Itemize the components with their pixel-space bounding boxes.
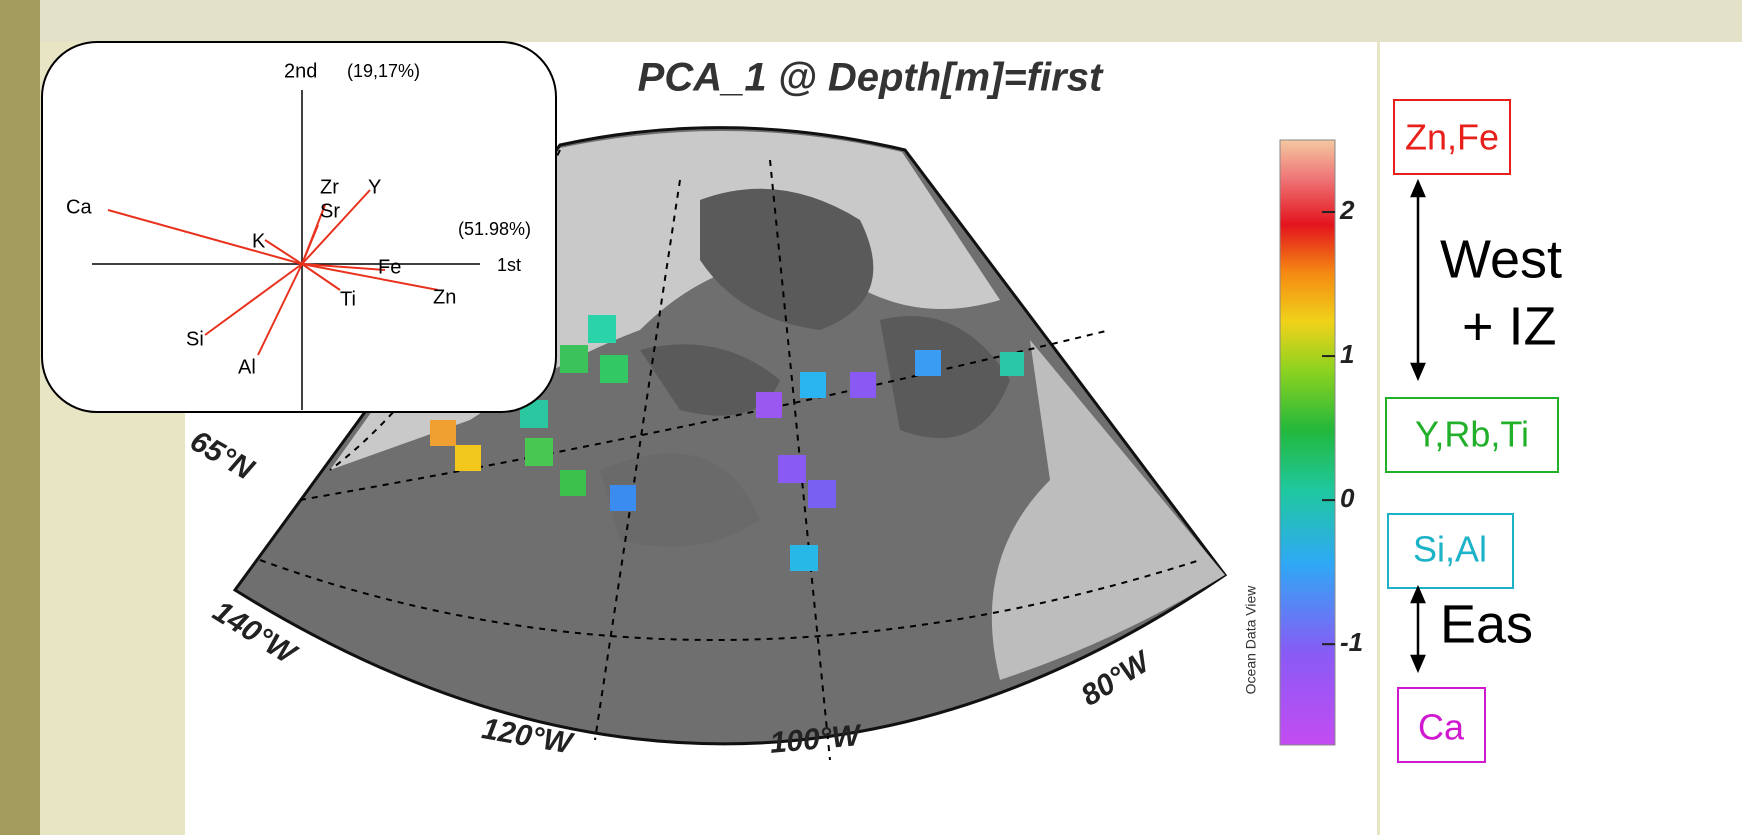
colorbar-tick-label: 1 [1340,339,1354,369]
sample [756,392,782,418]
colorbar-tick-label: 2 [1339,195,1355,225]
group-label: Ca [1418,707,1465,748]
group-label: Zn,Fe [1405,117,1499,158]
sample [915,350,941,376]
sample [560,470,586,496]
slide: PCA_1 @ Depth[m]=first 65°N 140°W 120°W … [0,0,1742,835]
loading-label: Zn [433,286,456,308]
axis-percent: (19,17%) [347,61,420,81]
east-label: Eas [1440,594,1533,654]
map-title: PCA_1 @ Depth[m]=first [638,56,1104,100]
group-label: Si,Al [1413,529,1487,570]
group-label: Y,Rb,Ti [1415,414,1529,455]
axis-percent: (51.98%) [458,219,531,239]
sample [430,420,456,446]
loading-label: Y [368,176,381,198]
side-strip [0,0,40,835]
sample [850,372,876,398]
loading-label: Zr [320,176,339,198]
west-sub: + IZ [1462,296,1557,356]
loading-label: Al [238,356,256,378]
loading-label: Sr [320,200,340,222]
sample [560,345,588,373]
axis-label: 1st [497,255,521,275]
west-label: West [1440,229,1562,289]
colorbar-gradient [1280,140,1335,745]
sample [600,355,628,383]
colorbar-caption: Ocean Data View [1243,585,1259,695]
sample [778,455,806,483]
sample [525,438,553,466]
sample [455,445,481,471]
sample [800,372,826,398]
biplot: 2nd (19,17%) 1st (51.98%) Ca Zr Sr Y K F… [42,42,556,412]
colorbar-tick-label: 0 [1340,483,1355,513]
sample [610,485,636,511]
sample [588,315,616,343]
sample [1000,352,1024,376]
loading-label: Ca [66,196,92,218]
loading-label: Ti [340,288,356,310]
loading-label: K [252,230,266,252]
sample [808,480,836,508]
axis-label: 2nd [284,60,317,82]
top-band [40,0,1742,42]
loading-label: Si [186,328,204,350]
loading-label: Fe [378,256,401,278]
sample [790,545,818,571]
colorbar-tick-label: -1 [1340,627,1363,657]
